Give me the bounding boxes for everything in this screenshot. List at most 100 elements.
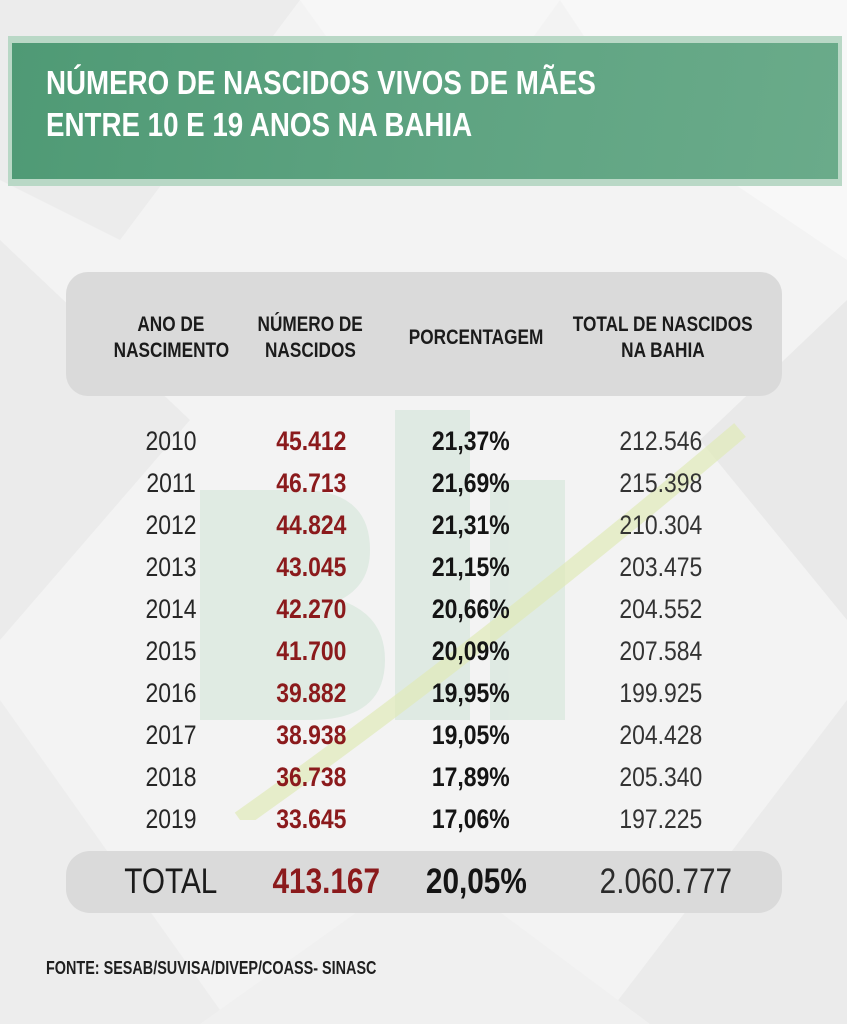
cell-percent: 20,66%: [396, 588, 546, 630]
cell-births: 45.412: [236, 420, 386, 462]
cell-year: 2017: [106, 714, 236, 756]
cell-year-text: 2011: [146, 468, 196, 498]
table-row: 2016 39.882 19,95% 199.925: [66, 672, 782, 714]
cell-births: 43.045: [236, 546, 386, 588]
cell-percent-text: 21,37%: [432, 426, 510, 456]
cell-total-text: 204.552: [619, 594, 703, 624]
cell-births-text: 42.270: [275, 594, 347, 624]
table-row: 2012 44.824 21,31% 210.304: [66, 504, 782, 546]
cell-births: 41.700: [236, 630, 386, 672]
cell-percent: 17,06%: [396, 798, 546, 840]
cell-total: 215.398: [576, 462, 746, 504]
total-percent: 20,05%: [396, 851, 556, 913]
cell-year-text: 2016: [145, 678, 197, 708]
title-banner: NÚMERO DE NASCIDOS VIVOS DE MÃES ENTRE 1…: [8, 36, 842, 186]
cell-year-text: 2012: [145, 510, 197, 540]
cell-year: 2014: [106, 588, 236, 630]
cell-total: 204.552: [576, 588, 746, 630]
cell-total: 205.340: [576, 756, 746, 798]
cell-percent: 21,69%: [396, 462, 546, 504]
table-row: 2014 42.270 20,66% 204.552: [66, 588, 782, 630]
cell-total-text: 212.546: [619, 426, 703, 456]
cell-births: 39.882: [236, 672, 386, 714]
cell-total: 210.304: [576, 504, 746, 546]
total-all-births: 2.060.777: [566, 851, 766, 913]
cell-births: 33.645: [236, 798, 386, 840]
cell-births-text: 41.700: [275, 636, 347, 666]
cell-year: 2016: [106, 672, 236, 714]
cell-percent-text: 17,06%: [432, 804, 510, 834]
cell-year-text: 2015: [145, 636, 197, 666]
cell-year-text: 2013: [145, 552, 197, 582]
cell-percent: 21,37%: [396, 420, 546, 462]
source-note: FONTE: SESAB/SUVISA/DIVEP/COASS- SINASC: [46, 958, 377, 978]
cell-total: 204.428: [576, 714, 746, 756]
cell-year: 2012: [106, 504, 236, 546]
cell-total-text: 215.398: [619, 468, 703, 498]
cell-year-text: 2014: [145, 594, 197, 624]
header-year-line-2: NASCIMENTO: [113, 339, 229, 362]
cell-year-text: 2019: [145, 804, 197, 834]
header-births: NÚMERO DE NASCIDOS: [240, 310, 380, 366]
title-line-2: ENTRE 10 E 19 ANOS NA BAHIA: [46, 106, 473, 143]
cell-percent: 21,15%: [396, 546, 546, 588]
cell-total: 207.584: [576, 630, 746, 672]
cell-births-text: 39.882: [275, 678, 347, 708]
cell-total-text: 204.428: [619, 720, 703, 750]
table-row: 2013 43.045 21,15% 203.475: [66, 546, 782, 588]
total-percent-text: 20,05%: [425, 862, 527, 901]
cell-total: 212.546: [576, 420, 746, 462]
cell-total-text: 197.225: [619, 804, 703, 834]
cell-births-text: 38.938: [275, 720, 347, 750]
cell-percent-text: 21,31%: [432, 510, 510, 540]
table-row: 2019 33.645 17,06% 197.225: [66, 798, 782, 840]
cell-percent-text: 17,89%: [432, 762, 510, 792]
cell-total: 197.225: [576, 798, 746, 840]
cell-births-text: 46.713: [275, 468, 347, 498]
cell-births-text: 44.824: [275, 510, 347, 540]
cell-year: 2013: [106, 546, 236, 588]
header-percent: PORCENTAGEM: [396, 310, 556, 366]
cell-percent: 19,05%: [396, 714, 546, 756]
cell-total-text: 207.584: [619, 636, 703, 666]
cell-births-text: 36.738: [275, 762, 347, 792]
cell-year: 2015: [106, 630, 236, 672]
cell-births: 38.938: [236, 714, 386, 756]
cell-total-text: 205.340: [619, 762, 703, 792]
cell-percent: 17,89%: [396, 756, 546, 798]
cell-births: 42.270: [236, 588, 386, 630]
cell-total: 203.475: [576, 546, 746, 588]
title-banner-fill: [12, 43, 838, 179]
cell-percent-text: 19,05%: [432, 720, 510, 750]
table-header-box: [66, 272, 782, 396]
header-total: TOTAL DE NASCIDOS NA BAHIA: [560, 310, 766, 366]
watermark-logo: [200, 410, 746, 820]
cell-births-text: 45.412: [275, 426, 347, 456]
cell-total-text: 210.304: [619, 510, 703, 540]
cell-births: 44.824: [236, 504, 386, 546]
cell-year-text: 2010: [145, 426, 197, 456]
total-all-births-text: 2.060.777: [599, 862, 733, 901]
cell-births-text: 43.045: [275, 552, 347, 582]
cell-year-text: 2017: [145, 720, 197, 750]
cell-percent-text: 21,69%: [432, 468, 510, 498]
cell-births: 46.713: [236, 462, 386, 504]
header-year: ANO DE NASCIMENTO: [113, 310, 229, 366]
header-births-line-1: NÚMERO DE: [257, 313, 363, 336]
title-line-1: NÚMERO DE NASCIDOS VIVOS DE MÃES: [46, 64, 596, 101]
total-row: TOTAL 413.167 20,05% 2.060.777: [66, 851, 782, 913]
table-row: 2011 46.713 21,69% 215.398: [66, 462, 782, 504]
cell-year: 2018: [106, 756, 236, 798]
total-label: TOTAL: [96, 851, 246, 913]
cell-total-text: 199.925: [619, 678, 703, 708]
page-title: NÚMERO DE NASCIDOS VIVOS DE MÃES ENTRE 1…: [46, 62, 596, 146]
cell-year: 2019: [106, 798, 236, 840]
total-births-text: 413.167: [272, 862, 380, 901]
cell-births-text: 33.645: [275, 804, 347, 834]
header-total-line-1: TOTAL DE NASCIDOS: [573, 313, 753, 336]
cell-total: 199.925: [576, 672, 746, 714]
cell-percent-text: 21,15%: [432, 552, 510, 582]
table-row: 2015 41.700 20,09% 207.584: [66, 630, 782, 672]
header-births-line-2: NASCIDOS: [264, 339, 356, 362]
total-label-text: TOTAL: [124, 862, 218, 901]
